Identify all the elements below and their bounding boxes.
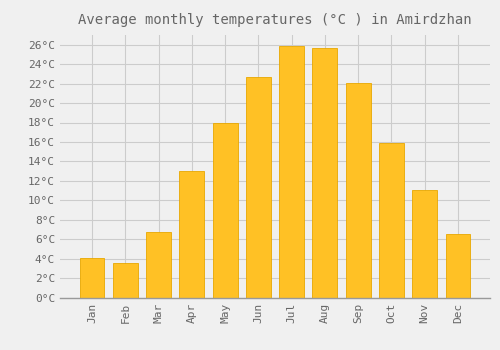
Bar [412, 190, 437, 298]
Bar [279, 46, 304, 298]
Title: Average monthly temperatures (°C ) in Amirdzhan: Average monthly temperatures (°C ) in Am… [78, 13, 472, 27]
Bar [80, 258, 104, 298]
Bar [246, 77, 271, 298]
Bar [346, 83, 370, 298]
Bar [446, 234, 470, 298]
Bar [146, 232, 171, 298]
Bar [312, 48, 338, 298]
Bar [379, 143, 404, 298]
Bar [180, 171, 204, 298]
Bar [212, 124, 238, 298]
Bar [113, 264, 138, 298]
